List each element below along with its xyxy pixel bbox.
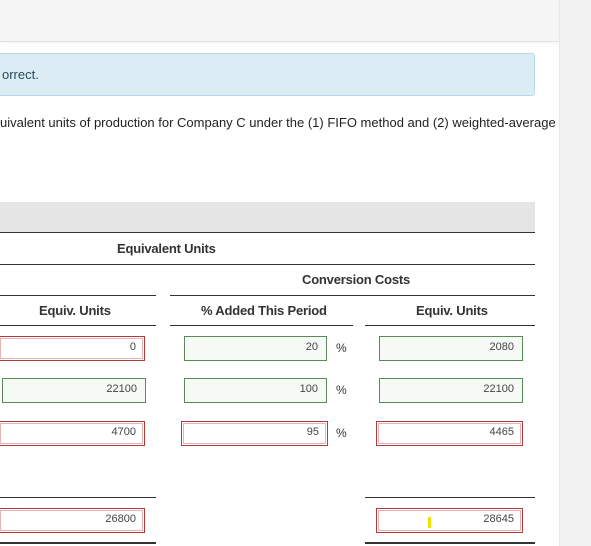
divider — [0, 325, 156, 326]
total-divider — [0, 497, 156, 498]
percent-sign: % — [336, 341, 347, 355]
group-header-equivalent-units: Equivalent Units — [117, 241, 216, 256]
double-underline — [365, 542, 535, 544]
pct-added-input-row2[interactable]: 100 — [184, 378, 327, 403]
materials-equiv-input-row3[interactable]: 4700 — [0, 421, 145, 446]
divider — [365, 325, 535, 326]
double-underline — [0, 542, 156, 544]
column-header-equiv-units-materials: Equiv. Units — [39, 303, 111, 318]
materials-equiv-input-row2[interactable]: 22100 — [2, 378, 146, 403]
materials-equiv-input-row1[interactable]: 0 — [0, 336, 145, 361]
divider — [170, 325, 353, 326]
divider — [0, 232, 535, 233]
feedback-alert-text: orrect. — [2, 67, 39, 82]
conversion-equiv-total-input[interactable]: 28645 — [376, 508, 523, 533]
table-header-band — [0, 202, 535, 232]
divider — [170, 295, 535, 296]
pct-added-input-row3[interactable]: 95 — [181, 421, 328, 446]
conversion-equiv-input-row1[interactable]: 2080 — [379, 336, 523, 361]
divider — [0, 295, 156, 296]
top-toolbar — [0, 0, 559, 42]
right-scroll-panel — [559, 0, 591, 546]
text-cursor-icon — [428, 517, 431, 528]
percent-sign: % — [336, 383, 347, 397]
feedback-alert: orrect. — [0, 53, 535, 96]
conversion-equiv-input-row2[interactable]: 22100 — [379, 378, 523, 403]
column-header-pct-added: % Added This Period — [201, 303, 327, 318]
conversion-equiv-input-row3[interactable]: 4465 — [376, 421, 523, 446]
subgroup-header-conversion-costs: Conversion Costs — [302, 272, 411, 287]
question-instructions: uivalent units of production for Company… — [0, 115, 556, 130]
pct-added-input-row1[interactable]: 20 — [184, 336, 327, 361]
divider — [0, 264, 535, 265]
materials-equiv-total-input[interactable]: 26800 — [0, 508, 145, 533]
percent-sign: % — [336, 426, 347, 440]
total-divider — [365, 497, 535, 498]
column-header-equiv-units-conversion: Equiv. Units — [416, 303, 488, 318]
